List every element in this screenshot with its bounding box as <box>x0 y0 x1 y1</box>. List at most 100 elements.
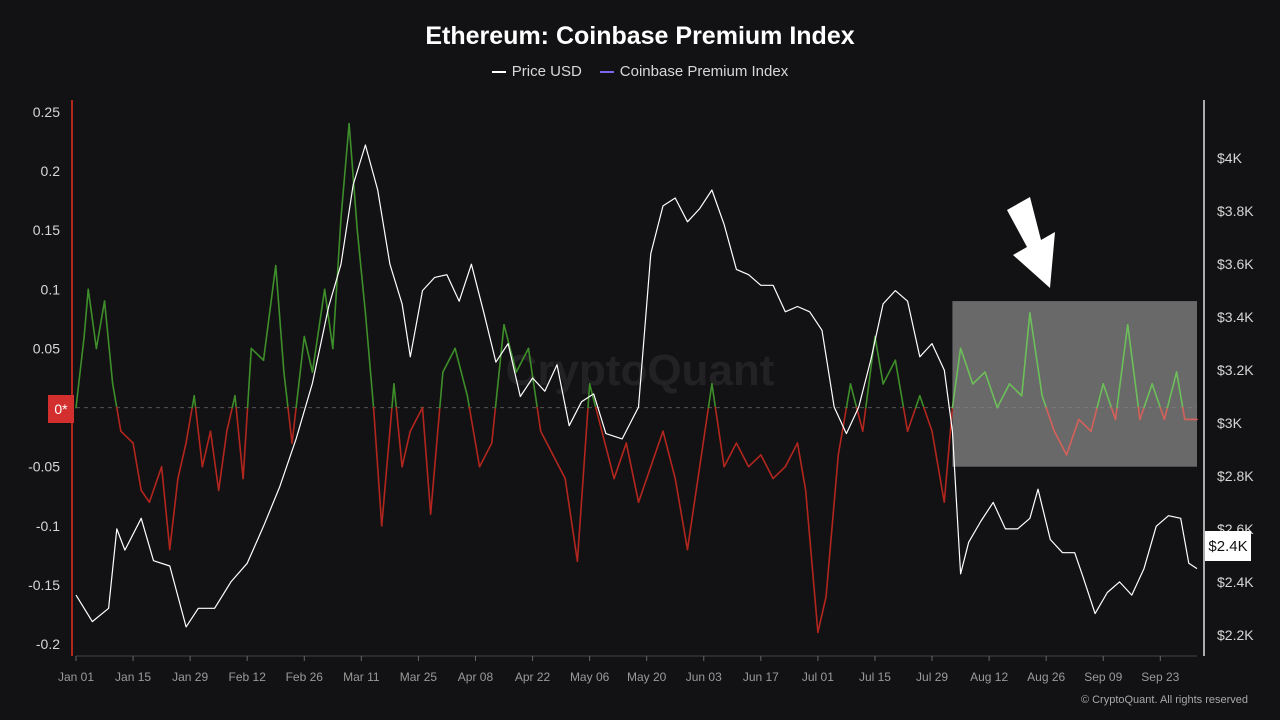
premium-segment <box>931 430 946 504</box>
highlight-layer <box>952 301 1197 467</box>
premium-segment <box>1077 418 1092 433</box>
premium-segment <box>140 489 151 504</box>
premium-segment <box>1114 406 1118 421</box>
premium-segment <box>132 442 143 492</box>
premium-segment <box>393 383 398 409</box>
premium-segment <box>564 477 579 563</box>
premium-segment <box>246 347 253 409</box>
premium-segment <box>291 406 297 444</box>
premium-segment <box>160 465 171 551</box>
left-tick-label: 0.05 <box>33 340 60 356</box>
premium-segment <box>226 406 234 433</box>
x-tick-label: Aug 26 <box>1027 670 1065 684</box>
premium-segment <box>120 430 134 444</box>
premium-segment <box>1175 371 1184 409</box>
premium-segment <box>194 406 204 468</box>
premium-segment <box>686 465 701 551</box>
premium-segment <box>588 383 597 409</box>
premium-segment <box>637 465 652 504</box>
legend-label-premium: Coinbase Premium Index <box>619 63 789 80</box>
premium-segment <box>674 477 689 551</box>
x-tick-label: Jan 15 <box>115 670 151 684</box>
premium-segment <box>442 347 456 373</box>
premium-segment <box>902 406 909 433</box>
premium-segment <box>882 359 897 385</box>
left-tick-label: -0.2 <box>36 636 60 652</box>
premium-segment <box>951 347 962 409</box>
premium-segment <box>772 465 787 480</box>
right-tick-label: $2.4K <box>1217 574 1254 590</box>
right-tick-label: $3K <box>1217 415 1243 431</box>
premium-segment <box>401 430 412 468</box>
premium-segment <box>919 394 925 409</box>
premium-segment <box>75 335 85 409</box>
premium-segment <box>698 406 710 468</box>
x-tick-label: Apr 08 <box>458 670 494 684</box>
premium-segment <box>906 406 917 433</box>
premium-segment <box>1096 383 1105 409</box>
premium-segment <box>1065 418 1080 456</box>
premium-segment <box>1166 371 1178 409</box>
left-tick-label: -0.05 <box>28 459 60 475</box>
premium-segment <box>1053 430 1068 456</box>
premium-segment <box>454 347 469 397</box>
premium-segment <box>111 383 118 409</box>
legend-item-premium[interactable]: Coinbase Premium Index <box>599 63 789 80</box>
legend-label-price: Price USD <box>511 63 582 80</box>
premium-segment <box>894 359 905 409</box>
premium-segment <box>1045 406 1056 433</box>
x-tick-label: Feb 26 <box>286 670 324 684</box>
legend-item-price[interactable]: Price USD <box>491 63 582 80</box>
premium-segment <box>1008 383 1023 397</box>
premium-segment <box>539 430 554 456</box>
premium-segment <box>148 465 163 504</box>
premium-segment <box>380 406 393 527</box>
premium-segment <box>594 406 603 433</box>
premium-segment <box>332 217 342 350</box>
chart-title: Ethereum: Coinbase Premium Index <box>425 22 855 50</box>
x-tick-label: May 06 <box>570 670 610 684</box>
right-tick-label: $2.2K <box>1217 627 1254 643</box>
premium-segment <box>723 442 738 468</box>
premium-segment <box>348 122 359 231</box>
copyright-text: © CryptoQuant. All rights reserved <box>1080 694 1248 706</box>
premium-segment <box>103 300 114 385</box>
left-tick-label: -0.15 <box>28 577 60 593</box>
legend-swatch-premium <box>599 70 614 73</box>
left-tick-label: 0.2 <box>41 163 61 179</box>
premium-segment <box>714 406 725 468</box>
current-price-badge: $2.4K <box>1205 531 1251 561</box>
premium-segment <box>817 596 827 634</box>
tick-labels: 0.25 0.2 0.15 0.1 0.05 -0.05 -0.1 -0.15 -0.2 $4K $… <box>28 104 1254 684</box>
premium-segment <box>372 406 383 527</box>
premium-segment <box>837 406 848 456</box>
highlight-box <box>952 301 1197 467</box>
premium-segment <box>825 454 840 598</box>
premium-segment <box>1159 406 1166 421</box>
premium-segment <box>711 383 717 409</box>
premium-segment <box>1116 323 1129 409</box>
x-tick-label: Feb 12 <box>229 670 267 684</box>
premium-segment <box>295 335 306 409</box>
premium-segment <box>242 406 249 480</box>
premium-segment <box>515 347 530 373</box>
premium-segment <box>193 394 197 409</box>
premium-series <box>75 122 1198 634</box>
premium-segment <box>409 406 424 433</box>
premium-segment <box>1143 383 1153 409</box>
premium-segment <box>796 442 807 492</box>
premium-segment <box>855 406 864 433</box>
premium-segment <box>395 406 403 468</box>
premium-segment <box>1139 406 1145 421</box>
premium-segment <box>1020 312 1031 397</box>
premium-segment <box>209 430 220 492</box>
premium-segment <box>874 335 884 385</box>
x-tick-label: Jul 15 <box>859 670 891 684</box>
premium-segment <box>1163 406 1169 421</box>
x-tick-label: Apr 22 <box>515 670 551 684</box>
premium-segment <box>185 406 193 444</box>
premium-segment <box>468 406 481 468</box>
premium-segment <box>576 406 589 563</box>
premium-segment <box>1151 383 1162 409</box>
axes <box>71 100 1205 661</box>
